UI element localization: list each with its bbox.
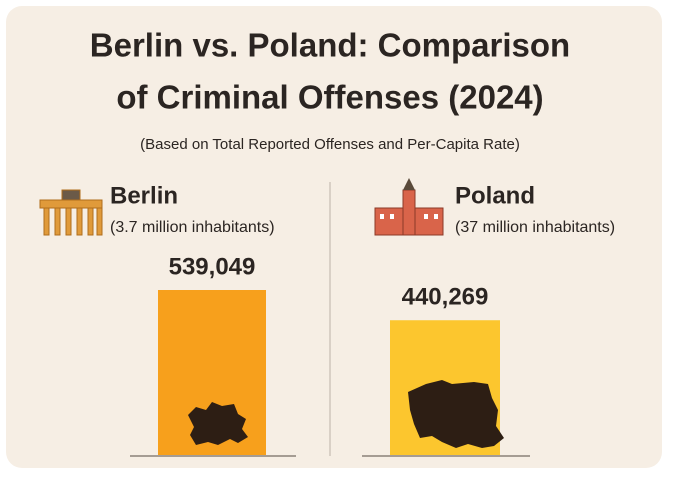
chart-subtitle: (Based on Total Reported Offenses and Pe…: [140, 136, 520, 153]
value-label: 440,269: [402, 284, 489, 311]
category-label: Berlin: [110, 182, 178, 209]
castle-icon: [374, 178, 444, 236]
chart-title: Berlin vs. Poland: Comparison: [90, 27, 570, 64]
gate-icon: [39, 189, 103, 236]
category-label: Poland: [455, 182, 535, 209]
category-note: (37 million inhabitants): [455, 219, 615, 236]
berlin-shape: [188, 402, 248, 445]
chart-title: of Criminal Offenses (2024): [116, 79, 543, 116]
poland-shape: [408, 380, 504, 448]
category-note: (3.7 million inhabitants): [110, 219, 275, 236]
value-label: 539,049: [169, 253, 256, 280]
card: [6, 6, 662, 468]
